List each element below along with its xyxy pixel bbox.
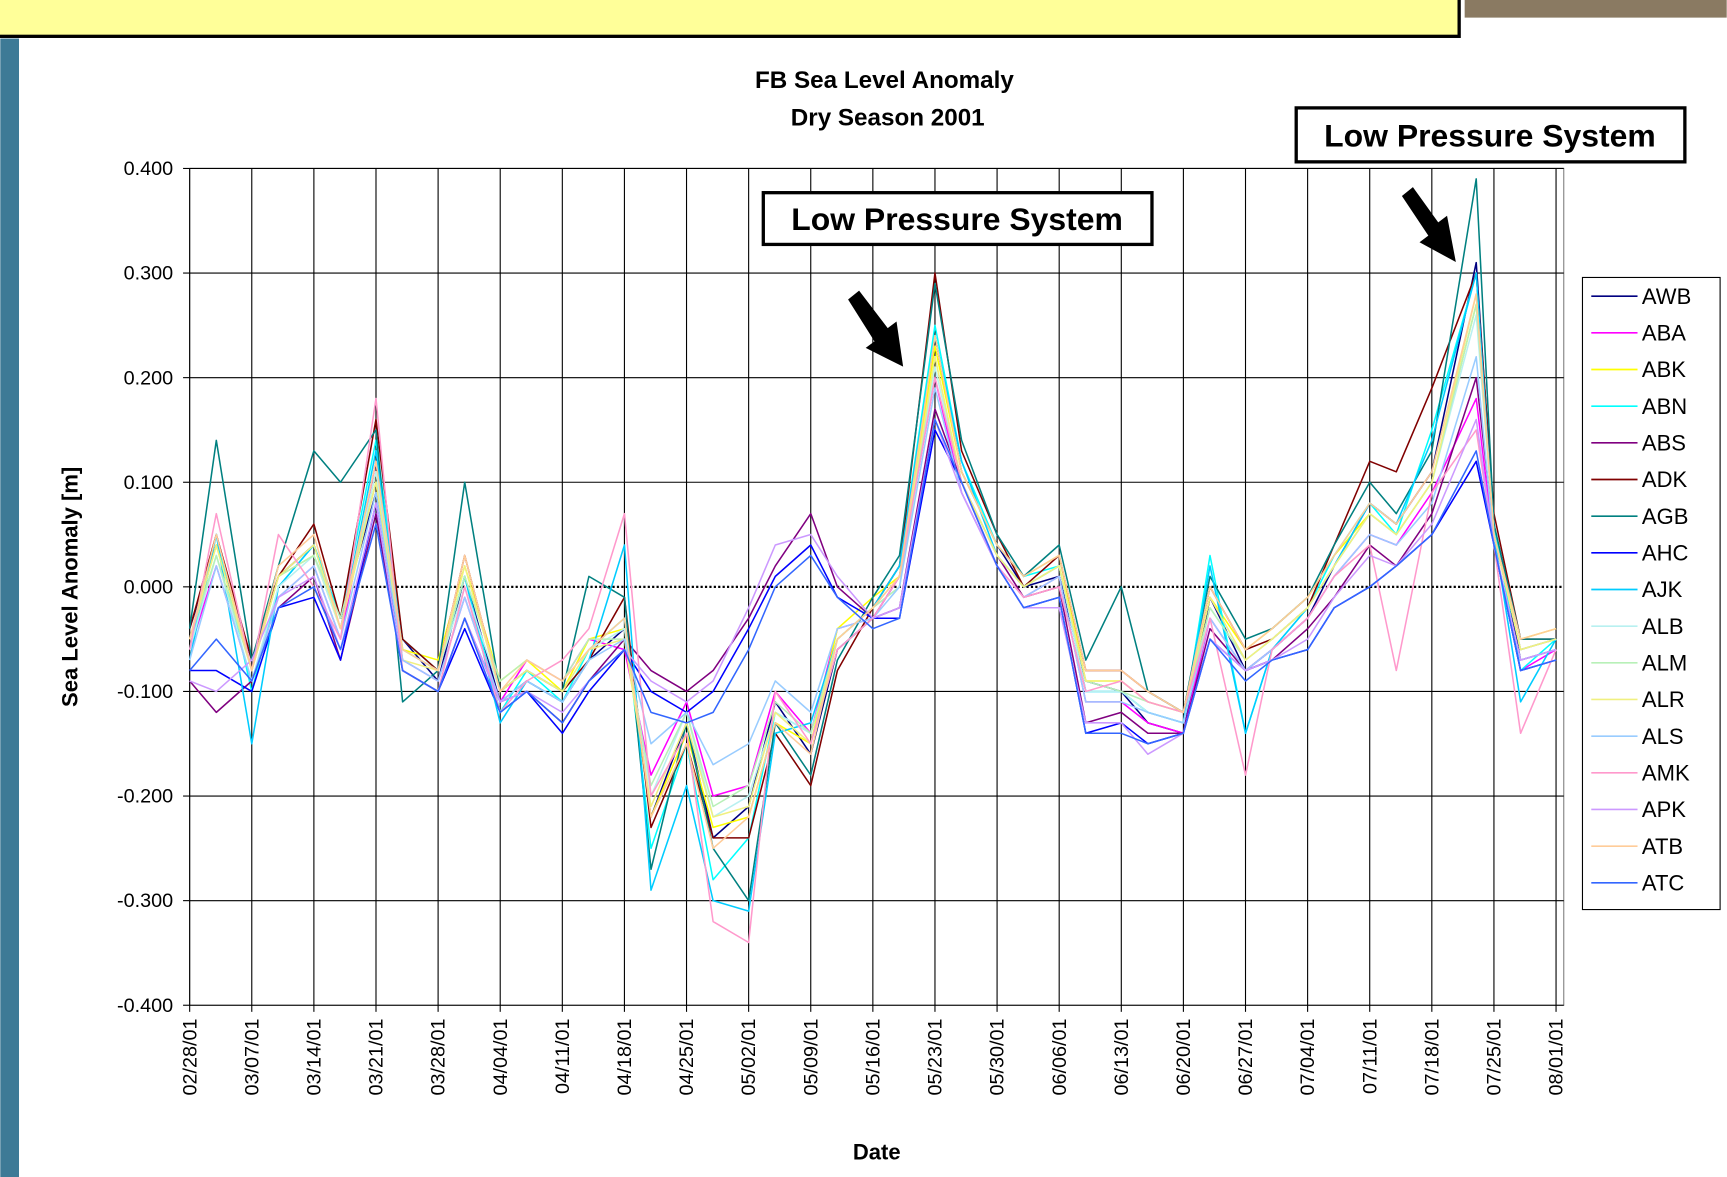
arrow <box>1401 187 1456 263</box>
legend-label: ABN <box>1642 394 1687 419</box>
annotation: Low Pressure System <box>791 201 1123 237</box>
x-tick-label: 06/06/01 <box>1049 1018 1071 1095</box>
legend-label: ABS <box>1642 431 1686 456</box>
legend-label: ADK <box>1642 467 1688 492</box>
x-tick-label: 04/18/01 <box>614 1018 636 1095</box>
x-tick-label: 07/04/01 <box>1297 1018 1319 1095</box>
x-tick-label: 03/14/01 <box>303 1018 325 1095</box>
legend-label: ABK <box>1642 357 1686 382</box>
x-axis-label: Date <box>853 1139 901 1164</box>
legend-label: ATC <box>1642 871 1684 896</box>
arrow <box>848 290 904 367</box>
legend-label: AHC <box>1642 541 1689 566</box>
x-tick-label: 02/28/01 <box>179 1018 201 1095</box>
x-tick-label: 08/01/01 <box>1546 1018 1568 1095</box>
series-line <box>188 178 1557 902</box>
y-tick-label: 0.300 <box>124 263 174 285</box>
legend-label: ALM <box>1642 651 1687 676</box>
banner <box>0 0 1461 38</box>
x-tick-label: 04/04/01 <box>490 1018 512 1095</box>
x-tick-label: 03/07/01 <box>241 1018 263 1095</box>
x-tick-label: 07/11/01 <box>1359 1018 1381 1094</box>
x-tick-label: 05/09/01 <box>800 1018 822 1095</box>
annotation-box <box>1294 106 1687 164</box>
x-tick-label: 05/02/01 <box>738 1018 760 1095</box>
legend-label: AMK <box>1642 761 1690 786</box>
x-tick-label: 04/11/01 <box>552 1018 574 1094</box>
y-tick-label: 0.200 <box>124 367 174 389</box>
y-tick-label: -0.400 <box>117 995 173 1017</box>
x-tick-label: 07/18/01 <box>1421 1018 1443 1095</box>
x-tick-label: 06/13/01 <box>1111 1018 1133 1095</box>
legend-label: APK <box>1642 797 1686 822</box>
annotation-box <box>761 191 1154 247</box>
legend-label: ALS <box>1642 724 1684 749</box>
x-tick-label: 05/30/01 <box>987 1018 1009 1095</box>
x-tick-label: 05/23/01 <box>925 1018 947 1095</box>
y-tick-label: -0.100 <box>117 681 173 703</box>
y-axis-label: Sea Level Anomaly [m] <box>57 467 82 707</box>
legend-label: AGB <box>1642 504 1689 529</box>
side-strip <box>0 38 20 1177</box>
y-tick-label: 0.400 <box>124 158 174 180</box>
legend-label: AJK <box>1642 577 1683 602</box>
x-tick-label: 03/21/01 <box>366 1018 388 1095</box>
legend: AWB ABA ABK ABN ABS ADK AGB AHC AJK ALB ALM ALR ALS A… <box>1581 276 1721 911</box>
x-tick-label: 06/27/01 <box>1235 1018 1257 1095</box>
photo-strip <box>1464 0 1727 18</box>
legend-label: ABA <box>1642 321 1686 346</box>
legend-label: ATB <box>1642 834 1683 859</box>
x-tick-label: 06/20/01 <box>1173 1018 1195 1095</box>
series-line <box>188 293 1557 850</box>
chart-title: FB Sea Level Anomaly <box>755 67 1014 94</box>
annotation: Low Pressure System <box>1324 117 1656 153</box>
legend-box <box>1581 276 1721 911</box>
chart-subtitle: Dry Season 2001 <box>791 105 985 132</box>
legend-label: AWB <box>1642 284 1691 309</box>
y-tick-label: -0.300 <box>117 890 173 912</box>
legend-label: ALB <box>1642 614 1684 639</box>
legend-label: ALR <box>1642 687 1685 712</box>
x-tick-label: 04/25/01 <box>676 1018 698 1095</box>
plot: -0.400 -0.300 -0.200 -0.100 0.000 0.100 0.200 0… <box>117 158 1721 1096</box>
y-tick-label: 0.100 <box>124 472 174 494</box>
series-line <box>189 418 1557 745</box>
x-tick-label: 03/28/01 <box>428 1018 450 1095</box>
y-tick-label: -0.200 <box>117 786 173 808</box>
x-tick-label: 05/16/01 <box>862 1018 884 1095</box>
x-tick-label: 07/25/01 <box>1484 1018 1506 1095</box>
y-tick-label: 0.000 <box>124 576 174 598</box>
